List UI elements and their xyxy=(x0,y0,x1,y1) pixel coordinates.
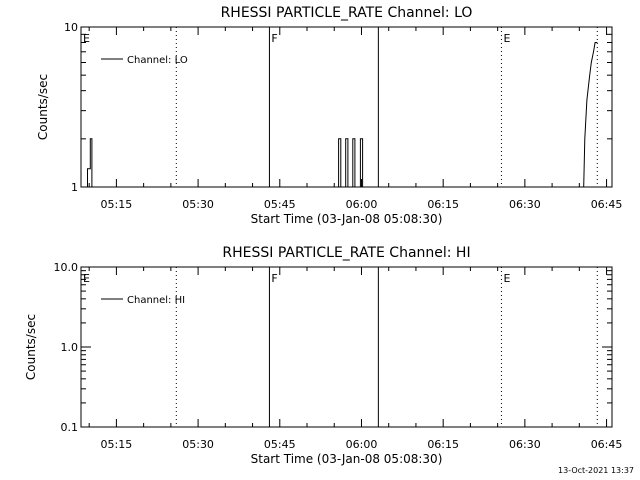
x-tick-label: 06:45 xyxy=(591,438,623,451)
x-tick-label: 06:30 xyxy=(509,438,541,451)
x-tick-label: 06:45 xyxy=(591,198,623,211)
legend-label: Channel: LO xyxy=(127,55,188,66)
chart-panel-2: RHESSI PARTICLE_RATE Channel: HI Start Ti… xyxy=(24,245,622,466)
series-line xyxy=(81,42,598,188)
plot-frame xyxy=(80,26,613,188)
y-tick-label: 10.0 xyxy=(54,261,79,274)
marker-label: E xyxy=(83,32,90,45)
y-tick-label: 1.0 xyxy=(61,341,79,354)
chart-title: RHESSI PARTICLE_RATE Channel: LO xyxy=(221,5,473,21)
x-tick-label: 05:30 xyxy=(182,438,214,451)
x-tick-label: 05:30 xyxy=(182,198,214,211)
x-tick-label: 05:15 xyxy=(101,198,133,211)
marker-label: F xyxy=(271,32,277,45)
marker-label: E xyxy=(83,272,90,285)
y-tick-label: 1 xyxy=(71,181,78,194)
y-tick-label: 0.1 xyxy=(61,421,79,434)
x-tick-label: 06:30 xyxy=(509,198,541,211)
x-tick-label: 06:15 xyxy=(427,438,459,451)
marker-label: F xyxy=(271,272,277,285)
marker-label: E xyxy=(503,32,510,45)
x-tick-label: 06:15 xyxy=(427,198,459,211)
x-tick-label: 05:15 xyxy=(101,438,133,451)
x-tick-label: 06:00 xyxy=(346,198,378,211)
x-tick-label: 05:45 xyxy=(264,438,296,451)
y-tick-label: 10 xyxy=(64,21,78,34)
marker-label: E xyxy=(503,272,510,285)
chart-panel-1: RHESSI PARTICLE_RATE Channel: LO Start Ti… xyxy=(36,5,622,226)
figure-timestamp: 13-Oct-2021 13:37 xyxy=(558,466,634,475)
chart-title: RHESSI PARTICLE_RATE Channel: HI xyxy=(222,245,470,261)
plot-frame xyxy=(80,266,613,428)
y-axis-label: Counts/sec xyxy=(24,314,38,380)
x-tick-label: 05:45 xyxy=(264,198,296,211)
x-axis-label: Start Time (03-Jan-08 05:08:30) xyxy=(251,452,443,466)
legend-label: Channel: HI xyxy=(127,295,185,306)
x-tick-label: 06:00 xyxy=(346,438,378,451)
x-axis-label: Start Time (03-Jan-08 05:08:30) xyxy=(251,212,443,226)
y-axis-label: Counts/sec xyxy=(36,74,50,140)
